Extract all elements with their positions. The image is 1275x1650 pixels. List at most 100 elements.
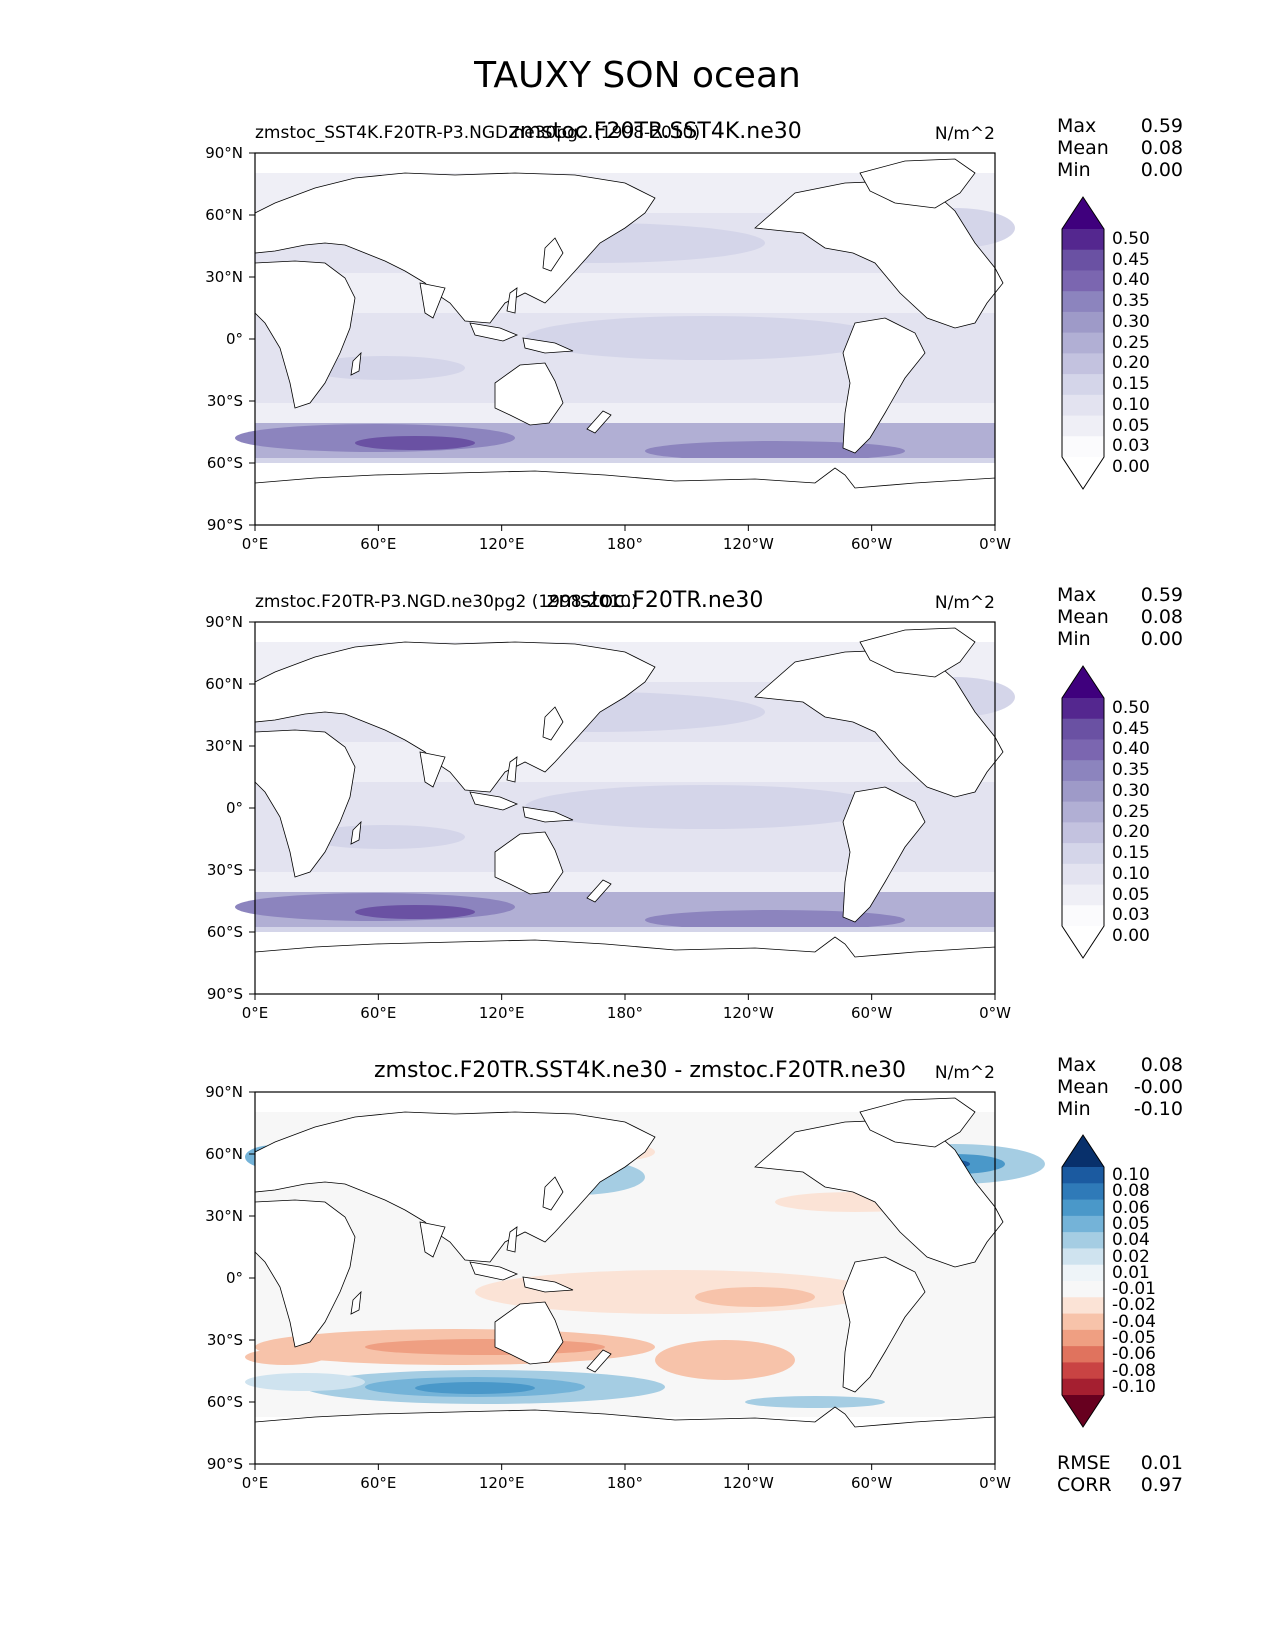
colorbar-segment xyxy=(1062,698,1104,720)
panel-center-title: zmstoc.F20TR.ne30 xyxy=(546,588,764,613)
colorbar-segment xyxy=(1062,1199,1104,1217)
colorbar-segment xyxy=(1062,1378,1104,1396)
stat-mean-label: Mean xyxy=(1057,606,1109,628)
colorbar-tick-label: 0.25 xyxy=(1112,801,1150,822)
colorbar-tick-label: 0.15 xyxy=(1112,374,1150,395)
lat-tick-label: 60°S xyxy=(206,923,243,941)
stat-mean-value: 0.08 xyxy=(1140,137,1183,159)
lon-tick-label: 120°E xyxy=(478,1474,525,1492)
colorbar-tick-label: -0.08 xyxy=(1112,1360,1156,1381)
colorbar-tick-label: 0.10 xyxy=(1112,1165,1150,1186)
stat-mean-value: -0.00 xyxy=(1133,1076,1183,1098)
rmse-label: RMSE xyxy=(1057,1452,1111,1474)
lat-tick-label: 90°S xyxy=(206,1455,243,1473)
colorbar-outline xyxy=(1061,196,1105,490)
colorbar-tick-label: 0.35 xyxy=(1112,760,1150,781)
stat-mean-value: 0.08 xyxy=(1140,606,1183,628)
lon-tick-label: 120°E xyxy=(478,1004,525,1022)
colorbar-tick-label: 0.25 xyxy=(1112,332,1150,353)
lon-tick-label: 60°E xyxy=(360,535,397,553)
colorbar-tick-label: -0.01 xyxy=(1112,1279,1156,1300)
colorbar-segment xyxy=(1062,1297,1104,1315)
colorbar-segment xyxy=(1062,291,1104,313)
colorbar-tick-label: 0.10 xyxy=(1112,394,1150,415)
stat-min-value: 0.00 xyxy=(1140,159,1183,181)
colorbar-segment xyxy=(1062,1329,1104,1347)
colorbar-tick-label: 0.05 xyxy=(1112,1214,1150,1234)
colorbar-segment xyxy=(1062,1183,1104,1201)
colorbar-segment xyxy=(1062,739,1104,761)
map-panel-3 xyxy=(245,1091,1045,1470)
lat-tick-label: 30°N xyxy=(205,737,243,755)
lon-tick-label: 180° xyxy=(606,1474,644,1492)
lon-tick-label: 60°W xyxy=(850,535,893,553)
panel-units: N/m^2 xyxy=(934,1063,995,1083)
stat-max-label: Max xyxy=(1057,584,1097,606)
colorbar-bottom-extend xyxy=(1062,457,1104,489)
colorbar-segment xyxy=(1062,1215,1104,1233)
stat-max-label: Max xyxy=(1057,115,1097,137)
lon-tick-label: 180° xyxy=(606,535,644,553)
lat-tick-label: 90°N xyxy=(205,613,243,631)
map-panel-2 xyxy=(235,621,1015,1000)
colorbar-segment xyxy=(1062,353,1104,375)
colorbar-tick-label: 0.50 xyxy=(1112,229,1150,249)
colorbar-segment xyxy=(1062,436,1104,458)
colorbar-segment xyxy=(1062,843,1104,865)
stat-max-value: 0.08 xyxy=(1140,1054,1183,1076)
lat-tick-label: 90°N xyxy=(205,1083,243,1101)
lon-tick-label: 60°W xyxy=(850,1004,893,1022)
rmse-value: 0.01 xyxy=(1140,1452,1183,1474)
colorbar-segment xyxy=(1062,822,1104,844)
stat-min-value: -0.10 xyxy=(1133,1098,1183,1120)
colorbar-tick-label: 0.03 xyxy=(1112,905,1150,926)
colorbar-segment xyxy=(1062,332,1104,354)
colorbar-segment xyxy=(1062,1232,1104,1249)
lat-tick-label: 30°S xyxy=(206,861,243,879)
panel-left-title: zmstoc.F20TR-P3.NGD.ne30pg2 (1998-2010) xyxy=(255,592,638,612)
colorbar-segment xyxy=(1062,394,1104,417)
colorbar-tick-label: 0.04 xyxy=(1112,1230,1150,1251)
lon-tick-label: 0°E xyxy=(241,1004,269,1022)
colorbar-3 xyxy=(1061,1134,1105,1428)
stat-mean-label: Mean xyxy=(1057,1076,1109,1098)
colorbar-segment xyxy=(1062,1362,1104,1380)
colorbar-segment xyxy=(1062,374,1104,396)
colorbar-segment xyxy=(1062,780,1104,803)
colorbar-tick-label: 0.20 xyxy=(1112,822,1150,843)
lat-tick-label: 30°N xyxy=(205,268,243,286)
colorbar-outline xyxy=(1061,1134,1105,1428)
colorbar-segment xyxy=(1062,884,1104,906)
colorbar-segment xyxy=(1062,229,1104,251)
colorbar-tick-label: 0.10 xyxy=(1112,863,1150,884)
colorbar-tick-label: 0.35 xyxy=(1112,291,1150,312)
colorbar-tick-label: 0.30 xyxy=(1112,311,1150,332)
stat-mean-label: Mean xyxy=(1057,137,1109,159)
lon-tick-label: 0°W xyxy=(979,1004,1011,1022)
colorbar-tick-label: -0.10 xyxy=(1112,1376,1156,1397)
colorbar-segment xyxy=(1062,249,1104,271)
colorbar-top-extend xyxy=(1062,1135,1104,1167)
lat-tick-label: 0° xyxy=(225,330,243,348)
lat-tick-label: 30°S xyxy=(206,392,243,410)
figure-title: TAUXY SON ocean xyxy=(474,55,801,96)
lat-tick-label: 60°N xyxy=(205,1145,243,1163)
colorbar-segment xyxy=(1062,718,1104,740)
stat-max-value: 0.59 xyxy=(1140,584,1183,606)
stat-min-label: Min xyxy=(1057,1098,1091,1120)
colorbar-segment xyxy=(1062,1313,1104,1331)
colorbar-tick-label: 0.06 xyxy=(1112,1197,1150,1218)
colorbar-segment xyxy=(1062,1281,1104,1298)
stat-min-value: 0.00 xyxy=(1140,628,1183,650)
lon-tick-label: 0°E xyxy=(241,535,269,553)
colorbar-tick-label: -0.06 xyxy=(1112,1344,1156,1365)
colorbar-tick-label: 0.00 xyxy=(1112,926,1150,946)
stat-max-label: Max xyxy=(1057,1054,1097,1076)
colorbar-1 xyxy=(1061,196,1105,490)
lat-tick-label: 60°S xyxy=(206,454,243,472)
colorbar-tick-label: 0.40 xyxy=(1112,739,1150,760)
stat-max-value: 0.59 xyxy=(1140,115,1183,137)
colorbar-tick-label: 0.05 xyxy=(1112,884,1150,905)
lat-tick-label: 30°N xyxy=(205,1207,243,1225)
